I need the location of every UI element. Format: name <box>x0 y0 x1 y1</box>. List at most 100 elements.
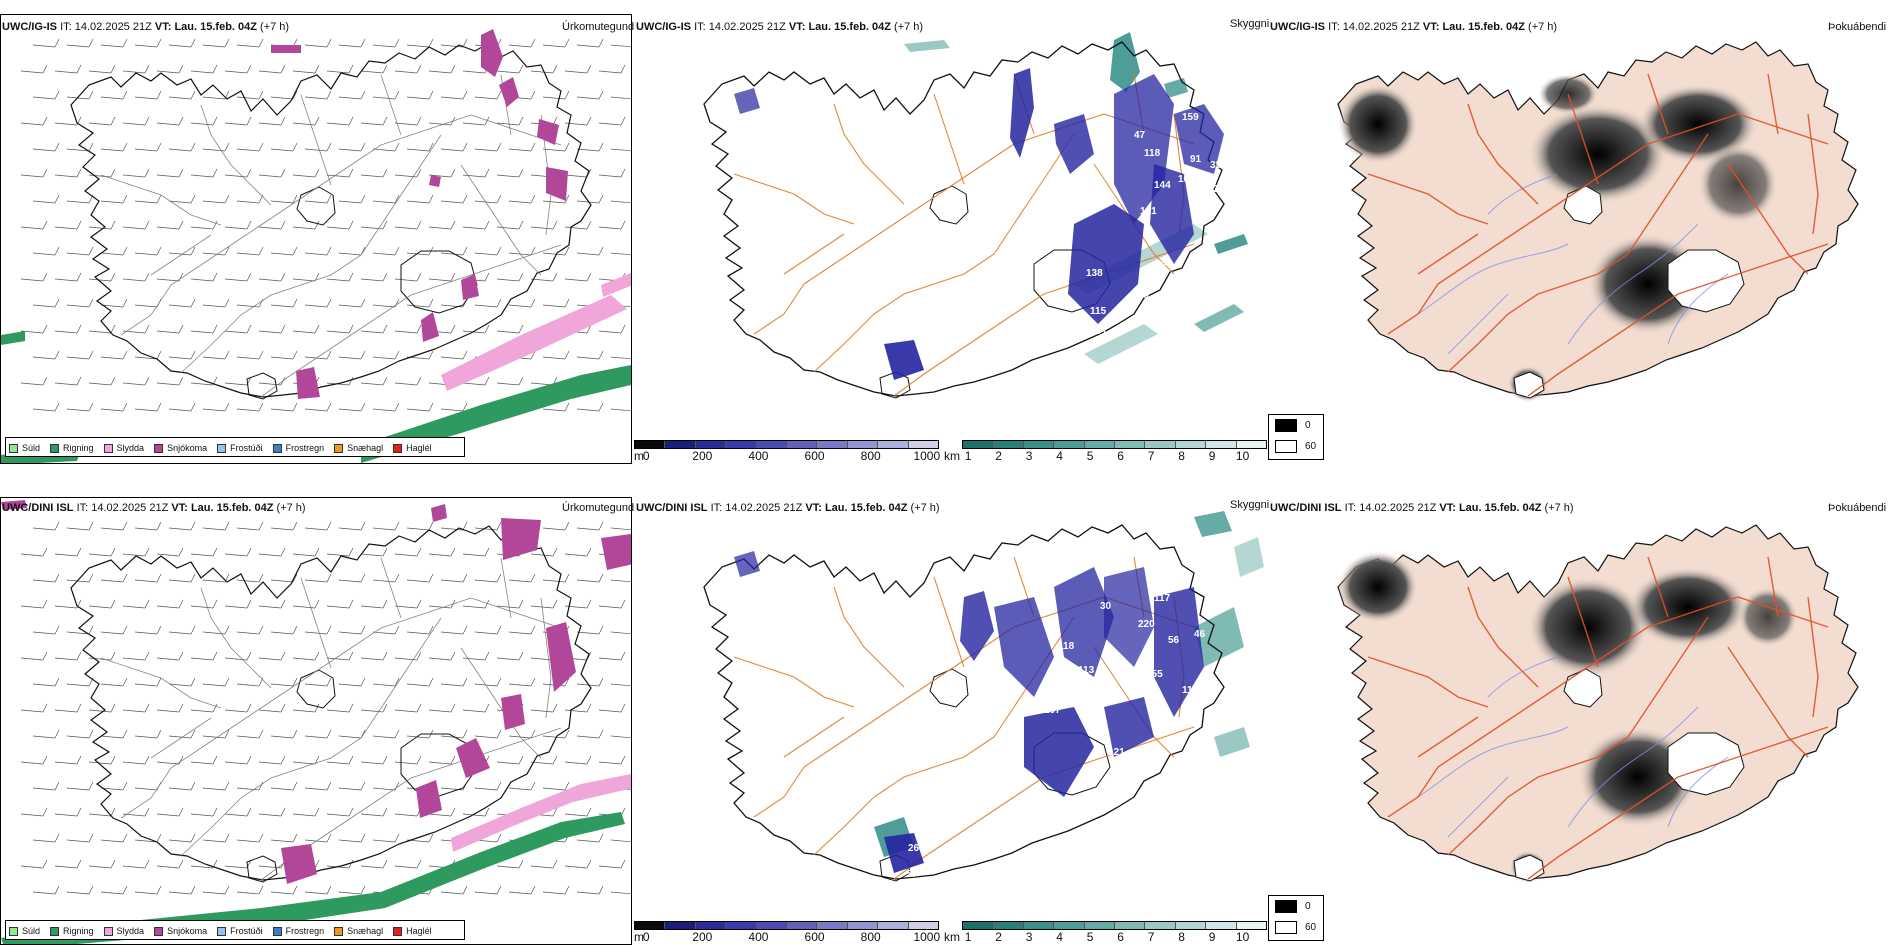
panel-title-cloud-top: Skyggni <box>1230 18 1270 30</box>
vt-value: Lau. 15.feb. 04Z <box>1442 21 1525 33</box>
legend-label: Snjókoma <box>167 443 208 453</box>
colorbar-segment <box>756 441 788 448</box>
legend-swatch <box>217 926 227 936</box>
legend-swatch <box>272 443 282 453</box>
colorbar-tick: 7 <box>1147 449 1155 463</box>
legend-label: Frostregn <box>285 926 325 936</box>
panel-title-cloud-bottom: Skyggni <box>1230 499 1270 511</box>
colorbar-segment <box>963 922 994 929</box>
colorbar-tick: 10 <box>1235 449 1250 463</box>
legend-swatch <box>393 443 403 453</box>
colorbar-segment <box>1023 441 1055 448</box>
legend-label: Súld <box>22 926 41 936</box>
colorbar-tick: 800 <box>860 449 881 463</box>
vt-label: VT: <box>154 21 172 33</box>
iceland-outline <box>70 525 592 883</box>
glaciers <box>1513 668 1745 882</box>
colorbar-tick: 6 <box>1117 930 1124 944</box>
fog-key-swatch <box>1275 900 1297 913</box>
it-value: 14.02.2025 21Z <box>708 21 786 33</box>
model-name: UWC/IG-IS <box>1270 21 1325 33</box>
cloud-base-label: 47 <box>1134 130 1146 141</box>
legend-item-snjókoma: Snjókoma <box>154 443 207 453</box>
legend-swatch <box>103 926 113 936</box>
header-top-fog: UWC/IG-IS IT: 14.02.2025 21Z VT: Lau. 15… <box>1270 21 1557 34</box>
colorbar-segment <box>726 441 757 448</box>
colorbar-segment <box>993 441 1024 448</box>
precip-legend-box <box>5 437 465 457</box>
colorbar-tick: 8 <box>1178 449 1185 463</box>
legend-swatch <box>154 443 164 453</box>
colorbar-tick: 10 <box>1235 930 1250 944</box>
legend-item-frostregn: Frostregn <box>272 926 325 936</box>
cloud-base-label: 264 <box>908 843 925 854</box>
colorbar-segment <box>878 441 909 448</box>
header-top-cloud: UWC/IG-IS IT: 14.02.2025 21Z VT: Lau. 15… <box>636 21 923 34</box>
colorbar-tick: 800 <box>860 930 881 944</box>
colorbar-tick: 1000 <box>913 930 941 944</box>
legend-label: Frostúði <box>230 443 263 453</box>
panel-title-fog-top: Þokuábendi <box>1828 21 1887 33</box>
legend-item-haglél: Haglél <box>393 926 432 936</box>
fog-key-swatch <box>1275 921 1297 934</box>
colorbar-tick: 600 <box>804 449 825 463</box>
iceland-land <box>1337 41 1859 397</box>
cloud-base-label: 112 <box>1118 781 1135 792</box>
cloud-base-labels: 30 117 220 56 118 113 155 107 100 121 112 264 57 46 11… <box>906 593 1206 880</box>
legend-label: Slydda <box>116 926 145 936</box>
colorbar-segment <box>635 441 666 448</box>
colorbar-segment <box>1084 922 1116 929</box>
visibility-unit-bottom: km <box>944 930 960 944</box>
colorbar-tick: 200 <box>692 449 713 463</box>
panel-title-precip-bottom: Úrkomutegund <box>562 502 635 514</box>
fog-key-bottom: 0 60 <box>1268 895 1324 941</box>
colorbar-tick: 1 <box>964 449 972 463</box>
legend-swatch <box>9 926 18 936</box>
legend-label: Súld <box>22 443 41 453</box>
legend-label: Rigning <box>63 443 94 453</box>
cloud-base-label: 56 <box>1168 635 1180 646</box>
legend-item-snjókoma: Snjókoma <box>154 926 207 936</box>
fog-map-top <box>1337 41 1859 402</box>
visibility-colorbar-top <box>962 440 1267 449</box>
cloud-base-label: 159 <box>1182 112 1199 123</box>
cloud-base-unit-top: m <box>634 449 644 463</box>
precip-legend-top: Súld Rigning Slydda Snjókoma Frostúði Frostre… <box>9 443 442 453</box>
legend-label: Frostúði <box>230 926 263 936</box>
precip-areas <box>1 29 631 463</box>
colorbar-segment <box>1115 922 1146 929</box>
legend-item-rigning: Rigning <box>50 443 94 453</box>
colorbar-segment <box>695 441 727 448</box>
cloud-base-label: 118 <box>1058 641 1075 652</box>
vt-label: VT: <box>1422 21 1440 33</box>
cloud-base-areas <box>734 68 1224 380</box>
colorbar-segment <box>726 922 757 929</box>
legend-swatch <box>50 926 60 936</box>
cloud-base-label: 72 <box>1156 260 1168 271</box>
cloud-base-label: 105 <box>1132 290 1149 301</box>
colorbar-segment <box>1054 922 1085 929</box>
colorbar-segment <box>963 441 994 448</box>
cloud-base-label: 47 <box>890 380 902 391</box>
cloud-base-label: 155 <box>1146 669 1163 680</box>
precip-legend-bottom: Súld Rigning Slydda Snjókoma Frostúði Frostre… <box>9 926 442 936</box>
model-name: UWC/DINI ISL <box>636 502 708 514</box>
colorbar-segment <box>1054 441 1085 448</box>
cloud-base-colorbar-bottom <box>634 921 939 930</box>
cloud-base-label: 121 <box>1140 206 1157 217</box>
colorbar-segment <box>847 922 879 929</box>
model-name: UWC/DINI ISL <box>2 502 74 514</box>
vt-value: Lau. 15.feb. 04Z <box>824 502 908 514</box>
cloud-base-label: 143 <box>1202 184 1219 195</box>
header-bottom-precip: UWC/DINI ISL IT: 14.02.2025 21Z VT: Lau.… <box>2 502 306 515</box>
colorbar-tick: 0 <box>642 449 650 463</box>
colorbar-segment <box>1145 922 1176 929</box>
vt-label: VT: <box>805 502 822 514</box>
legend-label: Rigning <box>63 926 94 936</box>
legend-item-slydda: Slydda <box>103 926 145 936</box>
vt-value: Lau. 15.feb. 04Z <box>190 502 274 514</box>
cloud-base-label: 30 <box>1100 601 1112 612</box>
fog-key-label: 0 <box>1305 420 1311 431</box>
panel-title-fog-bottom: Þokuábendi <box>1828 502 1887 514</box>
legend-swatch <box>334 443 344 453</box>
